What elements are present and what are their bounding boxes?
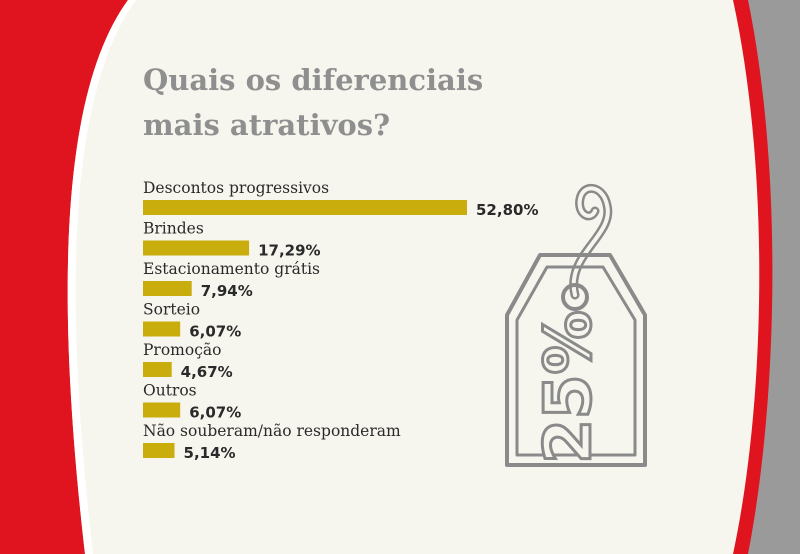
- tag-text: 25%: [532, 310, 606, 463]
- price-tag-icon: 25%: [505, 184, 647, 467]
- bar: [143, 240, 250, 256]
- bar: [143, 281, 192, 296]
- bar: [143, 321, 181, 337]
- chart-title-line-1: Quais os diferenciais: [143, 63, 484, 97]
- tag-outline-outer: [505, 253, 647, 467]
- category-label: Outros: [143, 382, 197, 400]
- value-label: 17,29%: [258, 242, 320, 260]
- bar: [143, 200, 467, 215]
- white-curve-left: [67, 0, 136, 554]
- tag-hole: [561, 283, 589, 311]
- gray-swoosh-right: [745, 0, 800, 554]
- value-label: 4,67%: [181, 363, 233, 381]
- value-label: 52,80%: [476, 201, 538, 219]
- red-swoosh-left: [0, 0, 128, 554]
- category-label: Descontos progressivos: [143, 179, 329, 197]
- bar: [143, 443, 175, 458]
- value-label: 5,14%: [184, 444, 236, 462]
- value-label: 6,07%: [189, 323, 241, 341]
- category-label: Brindes: [143, 220, 204, 238]
- bar: [143, 362, 172, 377]
- category-label: Sorteio: [143, 301, 200, 319]
- tag-outline-inner: [515, 265, 637, 457]
- chart-title-line-2: mais atrativos?: [143, 108, 391, 142]
- category-label: Estacionamento grátis: [143, 260, 320, 278]
- bar: [143, 402, 181, 418]
- red-swoosh-right: [733, 0, 773, 554]
- chart-title: Quais os diferenciais mais atrativos?: [143, 58, 483, 148]
- category-label: Não souberam/não responderam: [143, 422, 401, 440]
- category-label: Promoção: [143, 341, 221, 359]
- value-label: 7,94%: [201, 282, 253, 300]
- value-label: 6,07%: [189, 404, 241, 422]
